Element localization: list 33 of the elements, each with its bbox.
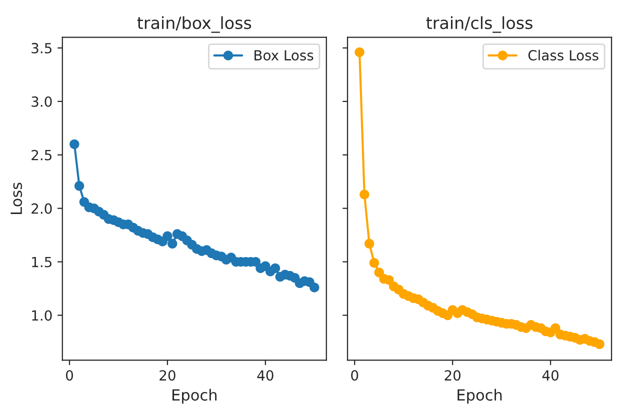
x-tick-label: 0 <box>66 370 73 381</box>
y-tick-label: 2.5 <box>32 150 52 160</box>
x-tick-label: 20 <box>444 370 460 381</box>
chart-title: train/box_loss <box>137 16 252 33</box>
point <box>162 231 172 242</box>
legend-label: Class Loss <box>528 50 598 61</box>
chart-title: train/cls_loss <box>426 16 532 33</box>
point <box>310 282 320 292</box>
legend-label: Box Loss <box>254 50 314 61</box>
y-tick-label: 3.5 <box>32 42 52 54</box>
point <box>374 268 384 278</box>
y-axis-title: Loss <box>10 182 22 214</box>
x-tick-label: 0 <box>351 370 358 381</box>
point <box>270 263 280 274</box>
point <box>74 181 84 191</box>
y-tick-label: 3.0 <box>32 96 52 107</box>
point <box>360 190 370 200</box>
y-tick-label: 2.0 <box>32 203 52 214</box>
x-axis-title: Epoch <box>458 388 502 404</box>
point <box>364 238 374 248</box>
point <box>384 275 394 285</box>
y-tick-label: 1.0 <box>32 310 52 321</box>
x-tick-label: 20 <box>160 370 176 381</box>
x-axis-title: Epoch <box>172 388 216 404</box>
point <box>70 139 80 150</box>
y-tick-label: 1.5 <box>32 256 52 268</box>
point <box>168 238 178 248</box>
point <box>594 339 604 349</box>
x-tick-label: 40 <box>257 370 274 381</box>
point <box>369 258 380 268</box>
point <box>550 323 560 333</box>
point <box>354 47 364 58</box>
x-tick-label: 40 <box>542 370 558 381</box>
